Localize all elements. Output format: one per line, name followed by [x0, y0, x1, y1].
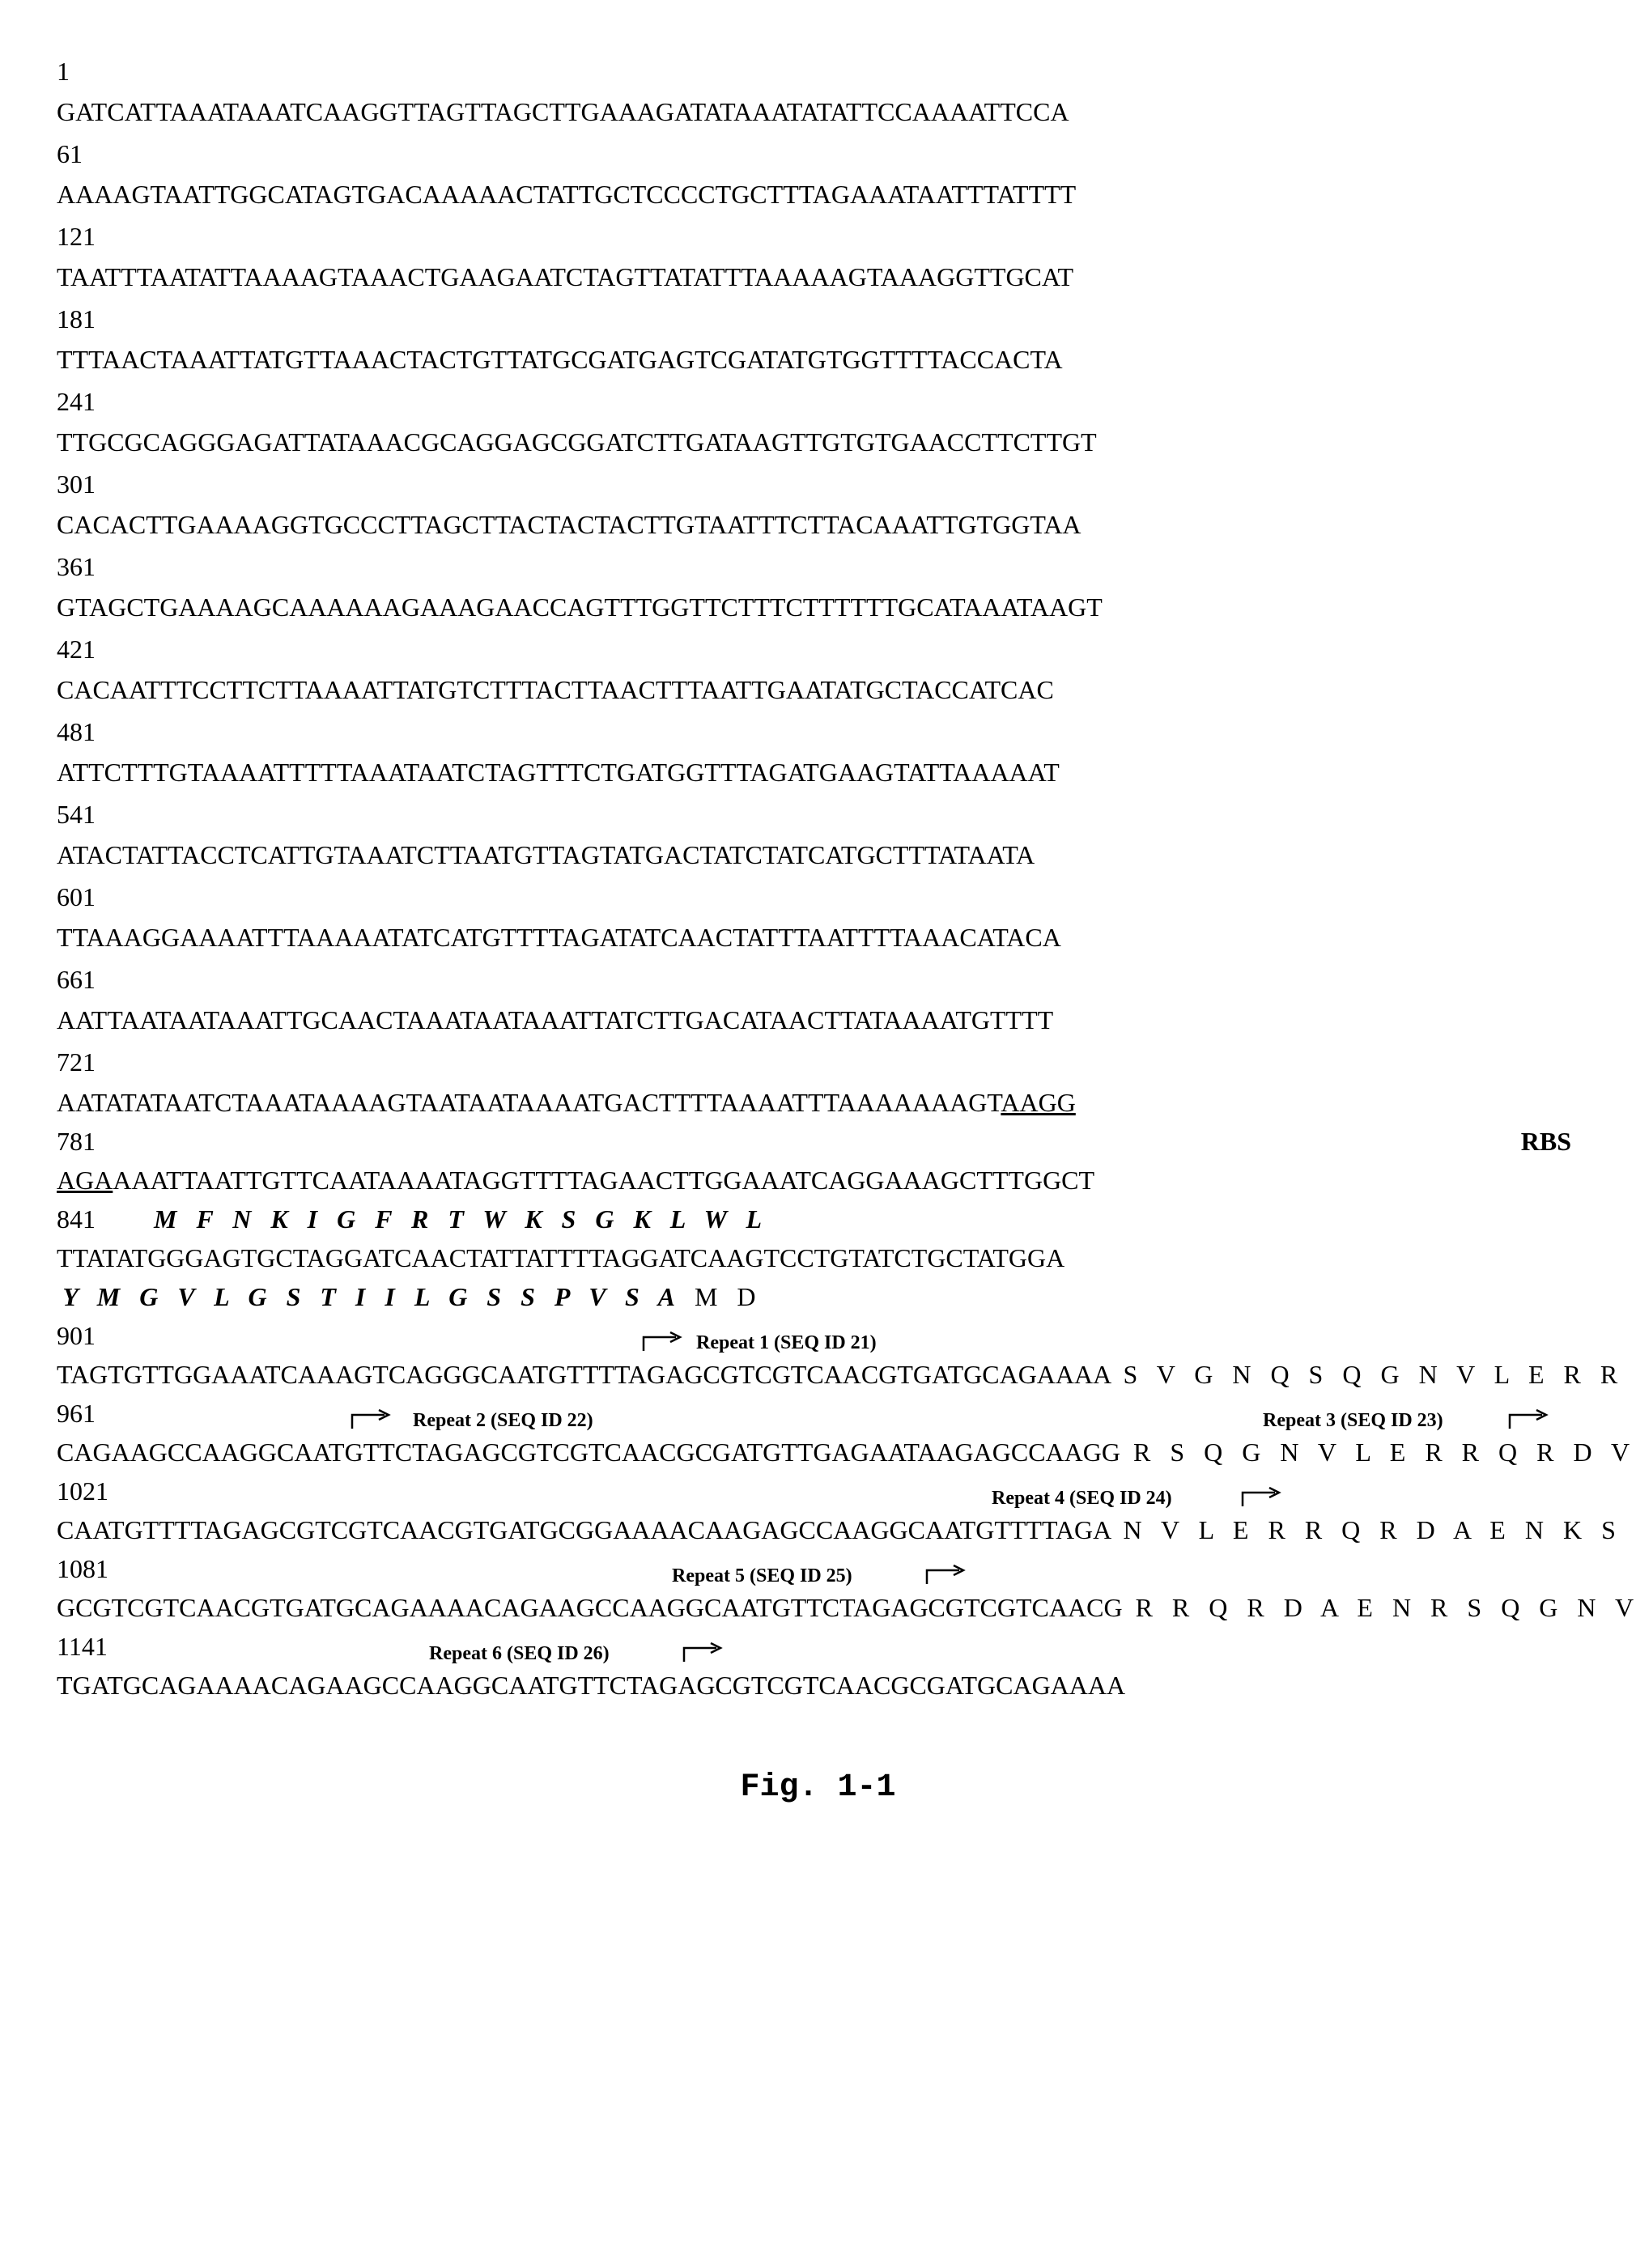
sequence-container: 1 GATCATTAAATAAATCAAGGTTAGTTAGCTTGAAAGAT… — [57, 52, 1579, 1705]
repeat4-arrow-icon — [1239, 1486, 1287, 1510]
position-61: 61 — [57, 134, 1579, 173]
seq-block-361: 361 GTAGCTGAAAAGCAAAAAAGAAAGAACCAGTTTGGT… — [57, 547, 1579, 626]
repeat4-label: Repeat 4 (SEQ ID 24) — [992, 1484, 1172, 1513]
seq-block-541: 541 ATACTATTACCTCATTGTAAATCTTAATGTTAGTAT… — [57, 795, 1579, 874]
repeat3-label: Repeat 3 (SEQ ID 23) — [1263, 1406, 1443, 1435]
seq-block-781: 781 RBS AGAAAATTAATTGTTCAATAAAATAGGTTTTA… — [57, 1122, 1579, 1200]
dna-541: ATACTATTACCTCATTGTAAATCTTAATGTTAGTATGACT… — [57, 840, 1035, 869]
dna-901: TAGTGTTGGAAATCAAAGTCAGGGCAATGTTTTAGAGCGT… — [57, 1360, 1110, 1389]
repeat3-arrow-icon — [1506, 1408, 1554, 1433]
dna-421: CACAATTTCCTTCTTAAAATTATGTCTTTACTTAACTTTA… — [57, 675, 1054, 704]
seq-block-661: 661 AATTAATAATAAATTGCAACTAAATAATAAATTATC… — [57, 960, 1579, 1039]
seq-block-121: 121 TAATTTAATATTAAAAGTAAACTGAAGAATCTAGTT… — [57, 217, 1579, 296]
position-421: 421 — [57, 630, 1579, 669]
aa-1021: N V L E R R Q R D A E N K S Q G N V L E — [1117, 1515, 1636, 1544]
dna-781: AGAAAATTAATTGTTCAATAAAATAGGTTTTAGAACTTGG… — [57, 1166, 1094, 1195]
position-481: 481 — [57, 712, 1579, 751]
position-601: 601 — [57, 877, 1579, 916]
dna-61: AAAAGTAATTGGCATAGTGACAAAAACTATTGCTCCCCTG… — [57, 180, 1076, 209]
repeat6-label: Repeat 6 (SEQ ID 26) — [429, 1639, 610, 1668]
figure-label: Fig. 1-1 — [57, 1769, 1579, 1806]
dna-481: ATTCTTTGTAAAATTTTTAAATAATCTAGTTTCTGATGGT… — [57, 758, 1060, 787]
seq-block-241: 241 TTGCGCAGGGAGATTATAAACGCAGGAGCGGATCTT… — [57, 382, 1579, 461]
dna-721-plain: AATATATAATCTAAATAAAAGTAATAATAAAATGACTTTT… — [57, 1088, 1001, 1117]
rbs-label: RBS — [1521, 1122, 1571, 1161]
aa-901: S V G N Q S Q G N V L E R R Q R D A E N — [1116, 1360, 1636, 1389]
position-1141: 1141 — [57, 1632, 108, 1661]
seq-block-961: 961 Repeat 2 (SEQ ID 22) Repeat 3 (SEQ I… — [57, 1394, 1579, 1472]
position-1021: 1021 — [57, 1476, 108, 1506]
dna-1021: CAATGTTTTAGAGCGTCGTCAACGTGATGCGGAAAACAAG… — [57, 1515, 1111, 1544]
position-721: 721 — [57, 1043, 1579, 1081]
dna-241: TTGCGCAGGGAGATTATAAACGCAGGAGCGGATCTTGATA… — [57, 427, 1097, 457]
position-1: 1 — [57, 52, 1579, 91]
position-781: 781 — [57, 1127, 96, 1156]
position-121: 121 — [57, 217, 1579, 256]
dna-1: GATCATTAAATAAATCAAGGTTAGTTAGCTTGAAAGATAT… — [57, 97, 1069, 126]
dna-1141: TGATGCAGAAAACAGAAGCCAAGGCAATGTTCTAGAGCGT… — [57, 1671, 1125, 1700]
position-1081: 1081 — [57, 1554, 108, 1583]
repeat2-arrow-icon — [348, 1408, 397, 1433]
position-301: 301 — [57, 465, 1579, 503]
seq-block-481: 481 ATTCTTTGTAAAATTTTTAAATAATCTAGTTTCTGA… — [57, 712, 1579, 792]
repeat1-label: Repeat 1 (SEQ ID 21) — [696, 1328, 877, 1357]
position-241: 241 — [57, 382, 1579, 421]
repeat1-arrow-icon — [640, 1331, 688, 1355]
position-361: 361 — [57, 547, 1579, 586]
dna-841: TTATATGGGAGTGCTAGGATCAACTATTATTTTAGGATCA… — [57, 1243, 1064, 1272]
dna-301: CACACTTGAAAAGGTGCCCTTAGCTTACTACTACTTGTAA… — [57, 510, 1081, 539]
seq-block-721: 721 AATATATAATCTAAATAAAAGTAATAATAAAATGAC… — [57, 1043, 1579, 1122]
repeat6-arrow-icon — [680, 1642, 729, 1666]
dna-121: TAATTTAATATTAAAAGTAAACTGAAGAATCTAGTTATAT… — [57, 262, 1073, 291]
dna-1081: GCGTCGTCAACGTGATGCAGAAAACAGAAGCCAAGGCAAT… — [57, 1593, 1123, 1622]
rbs-sequence-end: AGA — [57, 1166, 113, 1195]
dna-181: TTTAACTAAATTATGTTAAACTACTGTTATGCGATGAGTC… — [57, 345, 1063, 374]
position-961: 961 — [57, 1399, 96, 1428]
dna-781-rest: AAATTAATTGTTCAATAAAATAGGTTTTAGAACTTGGAAA… — [113, 1166, 1094, 1195]
seq-block-421: 421 CACAATTTCCTTCTTAAAATTATGTCTTTACTTAAC… — [57, 630, 1579, 709]
seq-block-1081: 1081 Repeat 5 (SEQ ID 25) GCGTCGTCAACGTG… — [57, 1549, 1579, 1627]
repeat2-label: Repeat 2 (SEQ ID 22) — [413, 1406, 593, 1435]
position-841: 841 — [57, 1204, 96, 1234]
seq-block-1021: 1021 Repeat 4 (SEQ ID 24) CAATGTTTTAGAGC… — [57, 1472, 1579, 1549]
aa-961: R S Q G N V L E R R Q R D V E N K S Q G — [1127, 1438, 1636, 1467]
seq-block-1141: 1141 Repeat 6 (SEQ ID 26) TGATGCAGAAAACA… — [57, 1627, 1579, 1705]
seq-block-1: 1 GATCATTAAATAAATCAAGGTTAGTTAGCTTGAAAGAT… — [57, 52, 1579, 131]
position-901: 901 — [57, 1321, 96, 1350]
repeat5-label: Repeat 5 (SEQ ID 25) — [672, 1561, 852, 1591]
seq-block-181: 181 TTTAACTAAATTATGTTAAACTACTGTTATGCGATG… — [57, 299, 1579, 379]
position-181: 181 — [57, 299, 1579, 338]
seq-block-841: 841 M F N K I G F R T W K S G K L W L TT… — [57, 1200, 1579, 1316]
rbs-sequence: AAGG — [1001, 1088, 1075, 1117]
position-661: 661 — [57, 960, 1579, 999]
position-541: 541 — [57, 795, 1579, 834]
repeat5-arrow-icon — [923, 1564, 971, 1588]
dna-721: AATATATAATCTAAATAAAAGTAATAATAAAATGACTTTT… — [57, 1088, 1076, 1117]
dna-961: CAGAAGCCAAGGCAATGTTCTAGAGCGTCGTCAACGCGAT… — [57, 1438, 1120, 1467]
aa-signal-line-2: Y M G V L G S T I I L G S S P V S A — [57, 1282, 675, 1311]
dna-601: TTAAAGGAAAATTTAAAAATATCATGTTTTAGATATCAAC… — [57, 923, 1061, 952]
seq-block-301: 301 CACACTTGAAAAGGTGCCCTTAGCTTACTACTACTT… — [57, 465, 1579, 544]
seq-block-601: 601 TTAAAGGAAAATTTAAAAATATCATGTTTTAGATAT… — [57, 877, 1579, 957]
dna-361: GTAGCTGAAAAGCAAAAAAGAAAGAACCAGTTTGGTTCTT… — [57, 592, 1103, 622]
seq-block-61: 61 AAAAGTAATTGGCATAGTGACAAAAACTATTGCTCCC… — [57, 134, 1579, 214]
dna-661: AATTAATAATAAATTGCAACTAAATAATAAATTATCTTGA… — [57, 1005, 1053, 1034]
seq-block-901: 901 Repeat 1 (SEQ ID 21) TAGTGTTGGAAATCA… — [57, 1316, 1579, 1394]
aa-signal-line-1: M F N K I G F R T W K S G K L W L — [102, 1204, 762, 1234]
aa-1081: R R Q R D A E N R S Q G N V L E R R Q R — [1129, 1593, 1636, 1622]
aa-mature-start: M D — [675, 1282, 756, 1311]
